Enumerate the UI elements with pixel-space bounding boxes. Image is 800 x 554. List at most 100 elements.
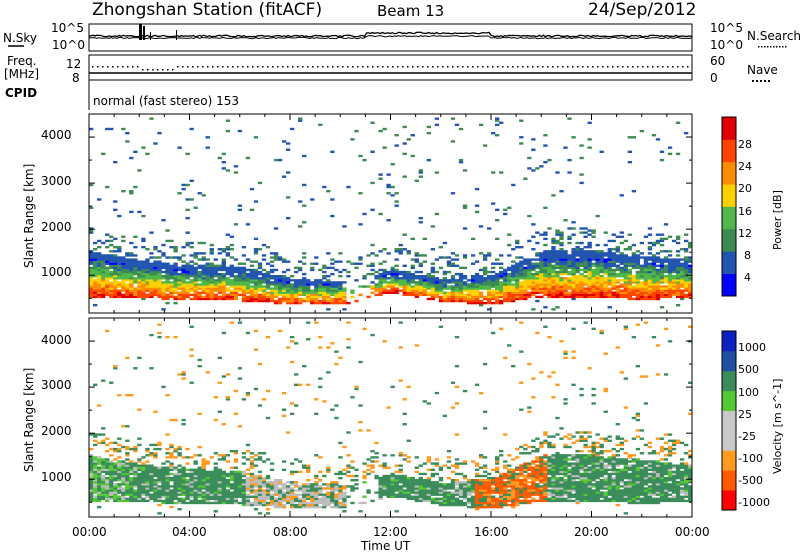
range-gate-cell bbox=[675, 266, 681, 270]
range-gate-cell bbox=[511, 266, 516, 270]
range-gate-cell bbox=[93, 293, 98, 297]
range-gate-cell bbox=[101, 379, 106, 382]
range-gate-cell bbox=[225, 129, 230, 133]
range-gate-cell bbox=[482, 362, 488, 366]
range-gate-cell bbox=[237, 204, 243, 207]
range-gate-cell bbox=[687, 281, 693, 284]
range-gate-cell bbox=[495, 505, 500, 509]
range-gate-cell bbox=[482, 466, 488, 469]
range-gate-cell bbox=[89, 254, 94, 257]
range-gate-cell bbox=[587, 283, 592, 286]
range-gate-cell bbox=[133, 466, 138, 469]
range-gate-cell bbox=[133, 150, 138, 153]
range-gate-cell bbox=[97, 497, 102, 501]
range-gate-cell bbox=[358, 501, 363, 505]
range-gate-cell bbox=[173, 295, 178, 299]
range-gate-cell bbox=[559, 235, 564, 238]
range-gate-cell bbox=[394, 250, 399, 253]
range-gate-cell bbox=[245, 283, 251, 286]
range-gate-cell bbox=[426, 283, 431, 286]
range-gate-cell bbox=[410, 487, 415, 490]
range-gate-cell bbox=[161, 491, 166, 494]
range-gate-cell bbox=[503, 289, 508, 292]
range-gate-cell bbox=[137, 260, 142, 263]
range-gate-cell bbox=[595, 285, 600, 288]
range-gate-cell bbox=[105, 483, 110, 486]
range-gate-cell bbox=[109, 277, 114, 280]
range-gate-cell bbox=[173, 472, 178, 476]
range-gate-cell bbox=[402, 275, 407, 278]
range-gate-cell bbox=[302, 252, 307, 255]
range-gate-cell bbox=[201, 464, 206, 467]
range-gate-cell bbox=[426, 131, 431, 135]
range-gate-cell bbox=[129, 479, 134, 482]
range-gate-cell bbox=[639, 129, 645, 133]
range-gate-cell bbox=[189, 279, 194, 282]
range-gate-cell bbox=[213, 281, 218, 284]
range-gate-cell bbox=[257, 483, 263, 486]
range-gate-cell bbox=[153, 293, 158, 297]
range-gate-cell bbox=[418, 264, 423, 267]
range-gate-cell bbox=[587, 266, 592, 270]
range-gate-cell bbox=[185, 287, 190, 290]
range-gate-cell bbox=[651, 256, 657, 259]
range-gate-cell bbox=[181, 275, 186, 278]
range-gate-cell bbox=[422, 400, 427, 403]
range-gate-cell bbox=[253, 285, 259, 288]
range-gate-cell bbox=[261, 281, 267, 284]
range-gate-cell bbox=[527, 291, 532, 294]
range-gate-cell bbox=[302, 272, 307, 276]
range-gate-cell bbox=[93, 295, 98, 299]
range-gate-cell bbox=[249, 299, 255, 303]
range-gate-cell bbox=[177, 497, 182, 501]
range-gate-cell bbox=[185, 216, 190, 220]
range-gate-cell bbox=[318, 499, 323, 503]
range-gate-cell bbox=[265, 262, 271, 265]
range-gate-cell bbox=[201, 291, 206, 294]
range-gate-cell bbox=[165, 285, 170, 288]
range-gate-cell bbox=[334, 362, 339, 366]
range-gate-cell bbox=[269, 497, 275, 501]
nave-dot bbox=[217, 66, 219, 68]
range-gate-cell bbox=[121, 285, 126, 288]
range-gate-cell bbox=[478, 291, 484, 294]
range-gate-cell bbox=[470, 483, 476, 486]
range-gate-cell bbox=[374, 476, 379, 480]
range-gate-cell bbox=[434, 493, 440, 496]
range-gate-cell bbox=[398, 495, 403, 498]
range-gate-cell bbox=[603, 262, 608, 265]
range-gate-cell bbox=[290, 470, 295, 474]
range-gate-cell bbox=[418, 483, 423, 486]
range-gate-cell bbox=[117, 283, 122, 286]
range-gate-cell bbox=[101, 262, 106, 265]
range-gate-cell bbox=[129, 476, 134, 480]
range-gate-cell bbox=[675, 268, 681, 272]
range-gate-cell bbox=[326, 301, 331, 305]
range-gate-cell bbox=[322, 299, 327, 303]
range-gate-cell bbox=[579, 283, 584, 286]
range-gate-cell bbox=[153, 248, 158, 251]
range-gate-cell bbox=[442, 299, 448, 303]
range-gate-cell bbox=[89, 262, 94, 265]
range-gate-cell bbox=[482, 410, 488, 413]
range-gate-cell bbox=[209, 293, 214, 297]
range-gate-cell bbox=[559, 289, 564, 292]
range-gate-cell bbox=[458, 485, 464, 488]
range-gate-cell bbox=[298, 301, 303, 305]
range-gate-cell bbox=[261, 277, 267, 280]
range-gate-cell bbox=[519, 272, 524, 276]
range-gate-cell bbox=[330, 481, 335, 484]
range-gate-cell bbox=[153, 468, 158, 471]
range-gate-cell bbox=[495, 237, 500, 241]
range-gate-cell bbox=[659, 272, 665, 276]
range-gate-cell bbox=[462, 503, 468, 507]
range-gate-cell bbox=[611, 248, 616, 251]
range-gate-cell bbox=[205, 476, 210, 480]
range-gate-cell bbox=[261, 293, 267, 297]
range-gate-cell bbox=[217, 156, 222, 160]
range-gate-cell bbox=[129, 270, 134, 274]
range-gate-cell bbox=[491, 277, 496, 280]
range-gate-cell bbox=[362, 470, 367, 474]
range-gate-cell bbox=[273, 501, 279, 505]
range-gate-cell bbox=[209, 470, 214, 474]
